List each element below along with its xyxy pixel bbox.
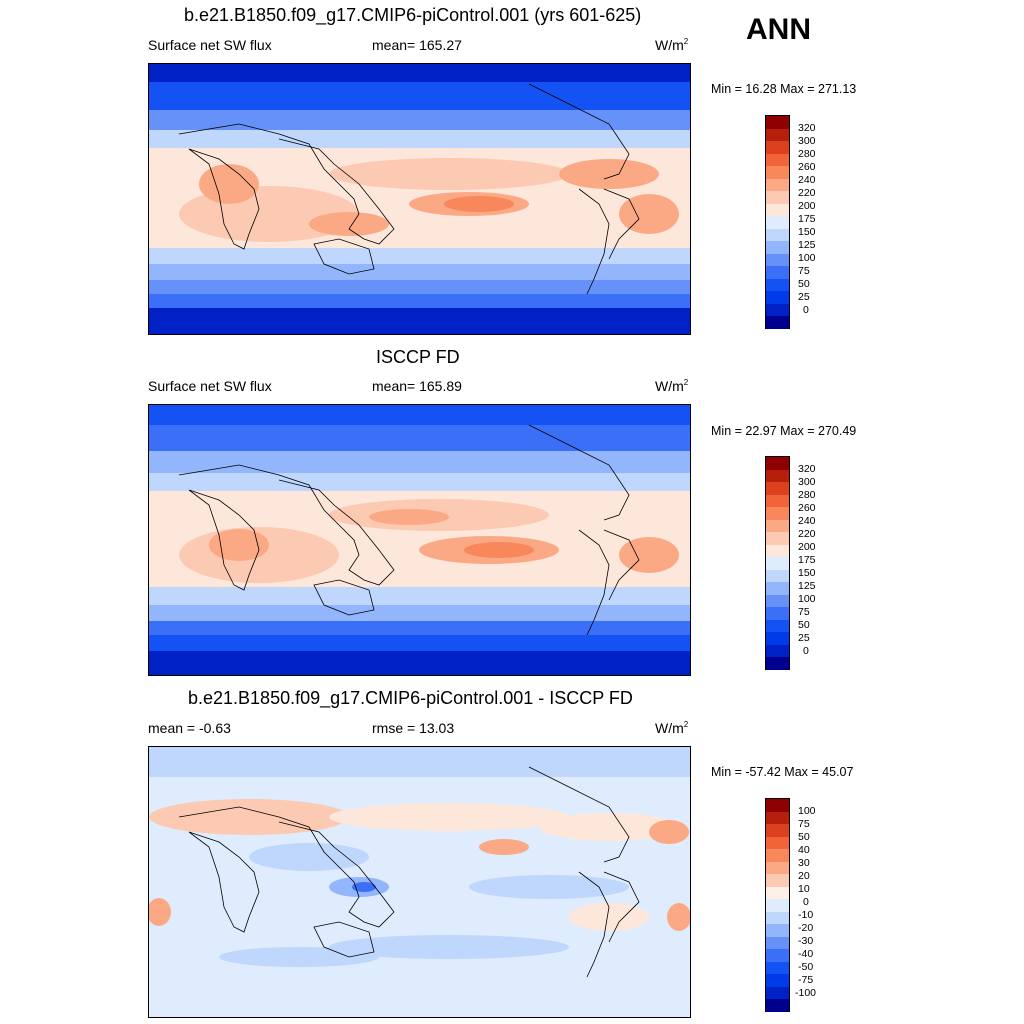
panel-1-title: b.e21.B1850.f09_g17.CMIP6-piControl.001 … [184,5,642,25]
panel-2-minmax: Min = 22.97 Max = 270.49 [711,424,857,438]
cbar-label: 150 [798,226,816,238]
cbar-label: 260 [798,161,816,173]
cbar-label: 125 [798,580,816,592]
panel-1-map [148,63,691,335]
cbar-label: 175 [798,554,816,566]
cbar-label: 50 [798,831,810,843]
panel-1-variable-label: Surface net SW flux [148,37,272,53]
panel-3-minmax: Min = -57.42 Max = 45.07 [711,765,854,779]
cbar-label: 240 [798,174,816,186]
cbar-label: 0 [803,896,809,908]
cbar-label: 100 [798,252,816,264]
cbar-label: -40 [798,948,814,960]
cbar-label: 150 [798,567,816,579]
cbar-label: 75 [798,265,810,277]
cbar-label: 175 [798,213,816,225]
panel-3-title: b.e21.B1850.f09_g17.CMIP6-piControl.001 … [188,688,633,708]
panel-2-map [148,404,691,676]
cbar-label: 200 [798,541,816,553]
panel-2-title: ISCCP FD [376,347,460,367]
panel-3-map [148,746,691,1018]
cbar-label: 220 [798,187,816,199]
panel-1-mean-label: mean= 165.27 [372,37,462,53]
cbar-label: 20 [798,870,810,882]
cbar-label: 280 [798,148,816,160]
panel-3-mean-label: mean = -0.63 [148,720,231,736]
cbar-label: 50 [798,619,810,631]
cbar-label: 50 [798,278,810,290]
cbar-label: 30 [798,857,810,869]
cbar-label: 0 [803,645,809,657]
cbar-label: 40 [798,844,810,856]
panel-2-colorbar [765,456,790,670]
cbar-label: 25 [798,632,810,644]
cbar-label: 240 [798,515,816,527]
cbar-label: -30 [798,935,814,947]
cbar-label: 280 [798,489,816,501]
cbar-label: 100 [798,805,816,817]
panel-3-colorbar [765,798,790,1012]
cbar-label: 300 [798,135,816,147]
panel-3-units: W/m2 [655,720,689,736]
cbar-label: -20 [798,922,814,934]
cbar-label: 0 [803,304,809,316]
panel-2-units: W/m2 [655,378,689,394]
cbar-label: 100 [798,593,816,605]
season-label: ANN [746,13,811,46]
cbar-label: 75 [798,606,810,618]
panel-1-units: W/m2 [655,37,689,53]
cbar-label: -10 [798,909,814,921]
cbar-label: 200 [798,200,816,212]
cbar-label: -75 [798,974,814,986]
cbar-label: -50 [798,961,814,973]
panel-1-minmax: Min = 16.28 Max = 271.13 [711,82,857,96]
cbar-label: 320 [798,463,816,475]
cbar-label: 320 [798,122,816,134]
panel-1-colorbar [765,115,790,329]
panel-2-mean-label: mean= 165.89 [372,378,462,394]
panel-2-variable-label: Surface net SW flux [148,378,272,394]
cbar-label: 25 [798,291,810,303]
cbar-label: 75 [798,818,810,830]
cbar-label: -100 [795,987,817,999]
panel-3-rmse-label: rmse = 13.03 [372,720,455,736]
cbar-label: 220 [798,528,816,540]
cbar-label: 260 [798,502,816,514]
cbar-label: 125 [798,239,816,251]
cbar-label: 300 [798,476,816,488]
cbar-label: 10 [798,883,810,895]
